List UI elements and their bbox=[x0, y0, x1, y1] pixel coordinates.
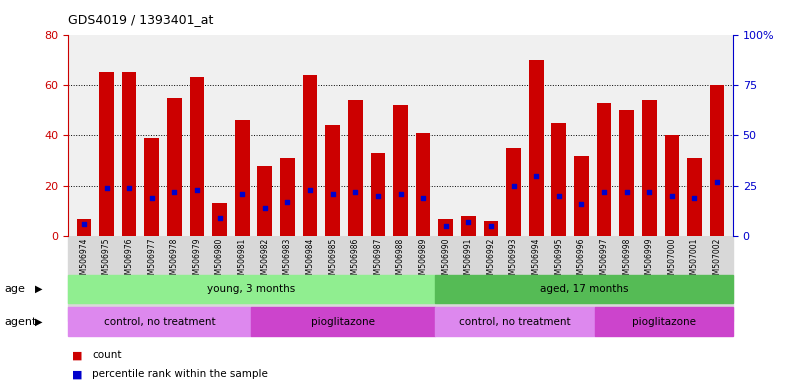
Bar bbox=[144, 138, 159, 236]
Bar bbox=[68, 275, 435, 303]
Bar bbox=[325, 125, 340, 236]
Bar bbox=[665, 136, 679, 236]
Point bbox=[235, 191, 248, 197]
Bar bbox=[435, 307, 595, 336]
Bar bbox=[710, 85, 724, 236]
Bar bbox=[212, 204, 227, 236]
Point bbox=[620, 189, 633, 195]
Point bbox=[213, 215, 226, 221]
Bar bbox=[68, 307, 252, 336]
Point bbox=[575, 201, 588, 207]
Point bbox=[394, 191, 407, 197]
Point bbox=[553, 193, 566, 199]
Text: age: age bbox=[4, 284, 25, 294]
Point bbox=[372, 193, 384, 199]
Bar bbox=[99, 72, 114, 236]
Point bbox=[598, 189, 610, 195]
Point bbox=[326, 191, 339, 197]
Text: aged, 17 months: aged, 17 months bbox=[540, 284, 628, 294]
Bar bbox=[461, 216, 476, 236]
Point bbox=[281, 199, 294, 205]
Bar bbox=[348, 100, 363, 236]
Point bbox=[485, 223, 497, 229]
Text: percentile rank within the sample: percentile rank within the sample bbox=[92, 369, 268, 379]
Point bbox=[145, 195, 158, 201]
Bar bbox=[235, 120, 250, 236]
Point bbox=[168, 189, 181, 195]
Point bbox=[643, 189, 656, 195]
Bar bbox=[597, 103, 611, 236]
Bar bbox=[280, 158, 295, 236]
Bar bbox=[642, 100, 657, 236]
Bar bbox=[551, 123, 566, 236]
Point bbox=[688, 195, 701, 201]
Point bbox=[259, 205, 272, 211]
Point bbox=[123, 185, 135, 191]
Text: ▶: ▶ bbox=[34, 284, 42, 294]
Point bbox=[529, 173, 542, 179]
Bar bbox=[595, 307, 733, 336]
Text: GDS4019 / 1393401_at: GDS4019 / 1393401_at bbox=[68, 13, 213, 26]
Point bbox=[462, 219, 475, 225]
Point bbox=[78, 221, 91, 227]
Bar bbox=[252, 307, 435, 336]
Point bbox=[100, 185, 113, 191]
Bar bbox=[77, 218, 91, 236]
Bar bbox=[438, 218, 453, 236]
Text: ▶: ▶ bbox=[34, 316, 42, 327]
Point bbox=[349, 189, 362, 195]
Bar bbox=[167, 98, 182, 236]
Bar bbox=[393, 105, 408, 236]
Bar bbox=[484, 221, 498, 236]
Point bbox=[666, 193, 678, 199]
Bar bbox=[574, 156, 589, 236]
Text: pioglitazone: pioglitazone bbox=[311, 316, 375, 327]
Bar bbox=[371, 153, 385, 236]
Bar bbox=[506, 148, 521, 236]
Bar bbox=[190, 78, 204, 236]
Text: agent: agent bbox=[4, 316, 36, 327]
Point bbox=[439, 223, 452, 229]
Text: young, 3 months: young, 3 months bbox=[207, 284, 296, 294]
Text: control, no treatment: control, no treatment bbox=[104, 316, 215, 327]
Bar bbox=[687, 158, 702, 236]
Point bbox=[417, 195, 429, 201]
Bar bbox=[619, 110, 634, 236]
Point bbox=[191, 187, 203, 193]
Text: pioglitazone: pioglitazone bbox=[632, 316, 696, 327]
Text: count: count bbox=[92, 350, 122, 360]
Bar bbox=[416, 133, 430, 236]
Bar bbox=[435, 275, 733, 303]
Bar bbox=[122, 72, 136, 236]
Bar bbox=[303, 75, 317, 236]
Bar bbox=[529, 60, 544, 236]
Point bbox=[507, 183, 520, 189]
Text: ■: ■ bbox=[72, 369, 83, 379]
Point bbox=[710, 179, 723, 185]
Point bbox=[304, 187, 316, 193]
Text: ■: ■ bbox=[72, 350, 83, 360]
Text: control, no treatment: control, no treatment bbox=[459, 316, 571, 327]
Bar bbox=[257, 166, 272, 236]
